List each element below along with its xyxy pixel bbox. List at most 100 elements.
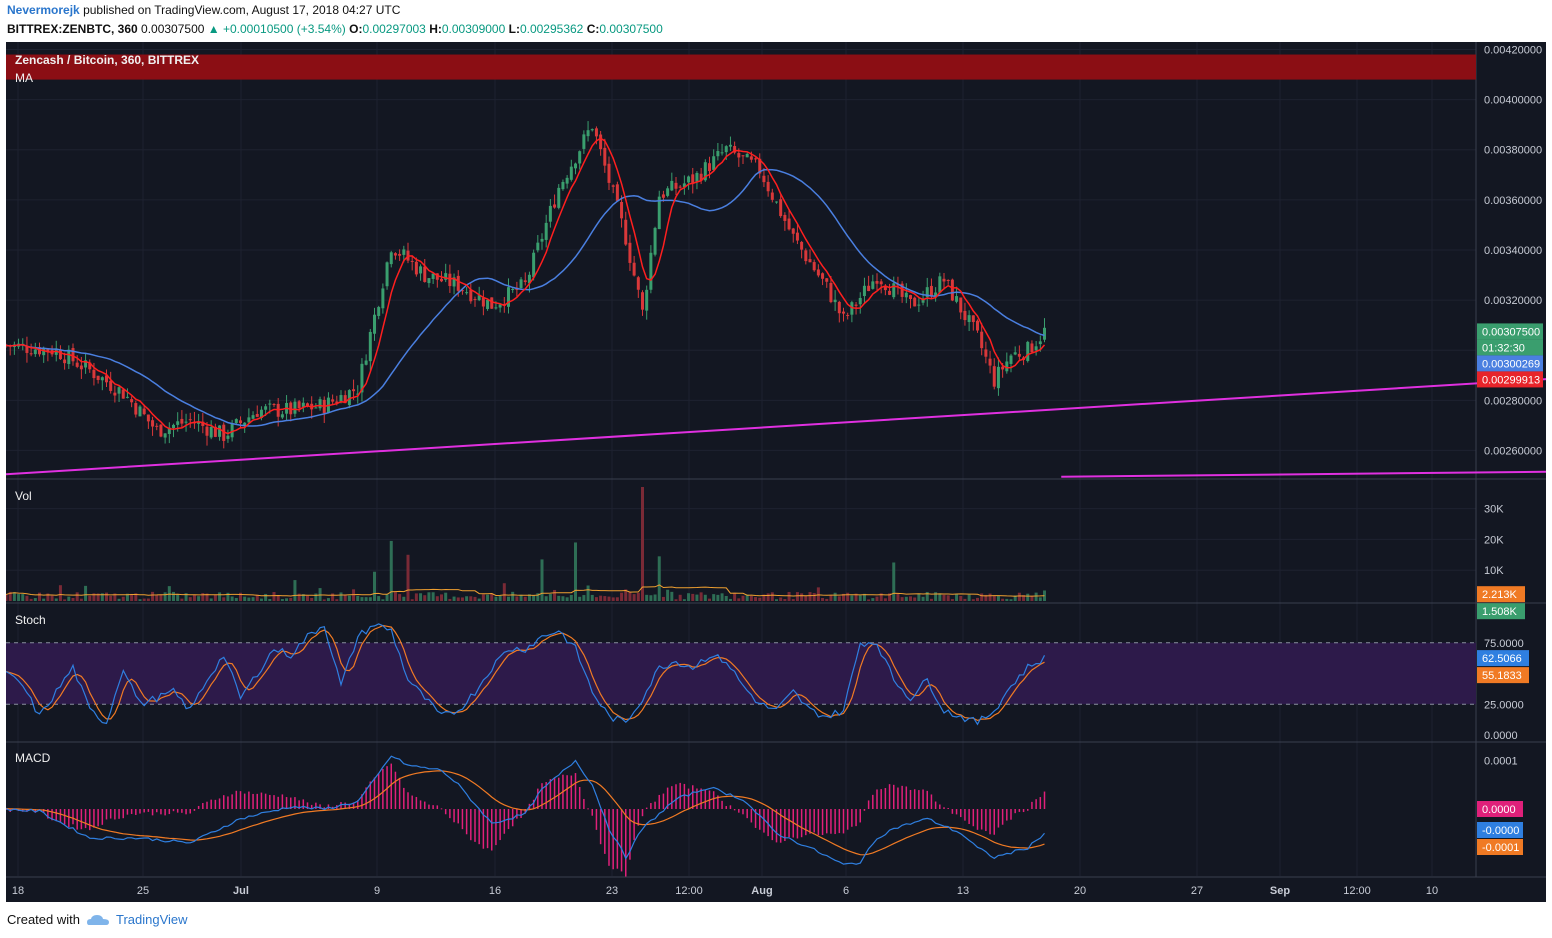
volume-bar (582, 595, 586, 601)
candle-down (71, 348, 75, 362)
volume-bar (444, 592, 448, 601)
candle-up (218, 425, 222, 437)
stoch-axis-tick-label: 25.0000 (1484, 699, 1524, 711)
volume-bar (398, 594, 402, 601)
volume-bar (511, 591, 515, 601)
macd-histogram-bar (361, 794, 363, 809)
candle-up (565, 177, 569, 184)
candle-down (306, 403, 309, 406)
macd-label-text: -0.0001 (1482, 842, 1519, 854)
volume-bar (96, 593, 100, 601)
macd-histogram-bar (637, 809, 640, 826)
candle-up (247, 417, 251, 423)
volume-bar (502, 583, 506, 601)
price-label-text: 0.00299913 (1482, 374, 1540, 386)
volume-bar (343, 594, 347, 601)
macd-histogram-bar (59, 809, 62, 823)
macd-histogram-bar (817, 809, 820, 836)
candle-up (687, 176, 691, 183)
volume-bar (913, 597, 917, 601)
candle-up (904, 292, 908, 298)
tradingview-link[interactable]: TradingView (115, 912, 188, 927)
macd-histogram-bar (260, 792, 263, 809)
candle-down (38, 347, 41, 355)
price-label-box (1477, 323, 1543, 340)
volume-bar (326, 598, 330, 601)
candle-down (641, 292, 644, 310)
macd-histogram-bar (197, 805, 200, 809)
candle-down (201, 421, 205, 426)
candle-down (448, 273, 452, 287)
macd-histogram-bar (285, 797, 288, 809)
time-axis-tick-label: 12:00 (675, 885, 703, 897)
volume-bar (955, 594, 959, 601)
candle-down (661, 194, 665, 198)
macd-histogram-bar (972, 809, 975, 827)
macd-histogram-bar (382, 768, 384, 809)
candle-up (578, 151, 582, 164)
volume-bar (523, 596, 527, 601)
volume-bar (79, 598, 83, 601)
volume-bar (741, 595, 745, 601)
volume-bar (561, 596, 565, 601)
volume-bar (946, 595, 950, 601)
volume-bars (4, 487, 1046, 601)
macd-histogram-bar (444, 809, 447, 815)
macd-histogram-bar (855, 809, 857, 827)
candle-up (682, 183, 686, 188)
macd-histogram-bar (771, 809, 774, 841)
macd-histogram-bar (495, 809, 497, 846)
volume-bar (879, 593, 883, 601)
macd-histogram-bar (369, 781, 372, 809)
chart-svg[interactable]: 0.002600000.002800000.003000000.00320000… (4, 42, 1548, 902)
macd-histogram-bar (545, 782, 547, 809)
volume-bar (226, 592, 230, 601)
candle-down (213, 426, 217, 437)
candle-up (586, 130, 590, 137)
volume-bar (393, 592, 397, 601)
volume-bar (653, 594, 657, 601)
macd-histogram-bar (587, 808, 589, 810)
volume-bar (247, 597, 251, 601)
publisher-line: Nevermorejk published on TradingView.com… (7, 3, 400, 17)
macd-histogram-bar (398, 777, 401, 809)
volume-bar (184, 593, 188, 601)
volume-bar (858, 595, 862, 601)
candle-down (393, 253, 397, 256)
volume-bar (105, 592, 108, 601)
stoch-k-line (5, 623, 1046, 726)
price-label-text: 0.00307500 (1482, 326, 1540, 338)
macd-histogram-bar (256, 793, 258, 809)
candle-down (113, 392, 117, 396)
volume-bar (590, 594, 594, 601)
candle-down (25, 346, 29, 353)
candle-up (184, 421, 188, 423)
volume-bar (959, 595, 963, 601)
volume-bar (837, 596, 841, 601)
candle-up (703, 162, 707, 181)
author-link[interactable]: Nevermorejk (7, 3, 80, 17)
macd-histogram-bar (486, 809, 489, 849)
volume-bar (862, 593, 866, 601)
volume-bar (297, 593, 301, 601)
volume-bar (4, 594, 8, 601)
candle-down (971, 315, 975, 323)
macd-histogram-bar (905, 786, 908, 809)
created-with-label: Created with (7, 912, 80, 927)
volume-bar (804, 595, 808, 601)
macd-histogram-bar (830, 809, 832, 834)
candle-down (134, 403, 138, 415)
candle-down (473, 299, 477, 301)
macd-histogram-bar (532, 799, 535, 809)
chart-area[interactable]: 0.002600000.002800000.003000000.00320000… (4, 42, 1548, 902)
macd-histogram-bar (813, 809, 815, 833)
macd-histogram-bar (465, 809, 468, 835)
candle-down (984, 349, 988, 357)
macd-histogram-bar (738, 809, 740, 813)
macd-histogram-bar (549, 779, 552, 809)
candle-up (569, 166, 573, 180)
price-label-text: 0.00300269 (1482, 358, 1540, 370)
macd-histogram-bar (436, 805, 439, 809)
volume-bar (649, 595, 653, 601)
low-label: L: (508, 22, 520, 36)
